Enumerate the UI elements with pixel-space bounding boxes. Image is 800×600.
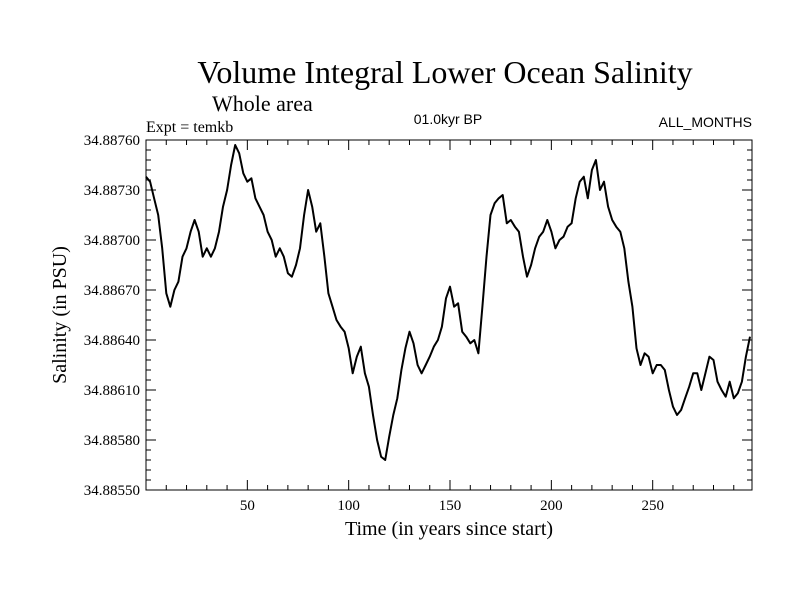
axis-ticks <box>146 139 752 491</box>
x-tick-label: 200 <box>540 498 563 514</box>
y-tick-labels: 34.88550 34.88580 34.88610 34.88640 34.88670… <box>84 133 140 499</box>
months-label: ALL_MONTHS <box>659 114 752 130</box>
x-tick-label: 100 <box>337 498 360 514</box>
plot-frame <box>145 139 753 491</box>
x-axis-label: Time (in years since start) <box>345 518 553 540</box>
y-tick-label: 34.88760 <box>84 133 140 149</box>
x-tick-label: 50 <box>240 498 255 514</box>
chart-subtitle: Whole area <box>212 91 313 116</box>
y-tick-label: 34.88550 <box>84 483 140 499</box>
y-tick-label: 34.88640 <box>84 333 140 349</box>
y-axis-label: Salinity (in PSU) <box>49 246 71 384</box>
y-tick-label: 34.88580 <box>84 433 140 449</box>
y-tick-label: 34.88670 <box>84 283 140 299</box>
period-label: 01.0kyr BP <box>414 111 482 127</box>
experiment-label: Expt = temkb <box>146 119 233 136</box>
x-tick-labels: 50 100 150 200 250 <box>240 498 664 514</box>
x-tick-label: 250 <box>641 498 664 514</box>
salinity-line <box>145 144 751 461</box>
y-tick-label: 34.88730 <box>84 183 140 199</box>
chart-title: Volume Integral Lower Ocean Salinity <box>197 54 692 90</box>
x-tick-label: 150 <box>439 498 462 514</box>
y-tick-label: 34.88610 <box>84 383 140 399</box>
y-tick-label: 34.88700 <box>84 233 140 249</box>
